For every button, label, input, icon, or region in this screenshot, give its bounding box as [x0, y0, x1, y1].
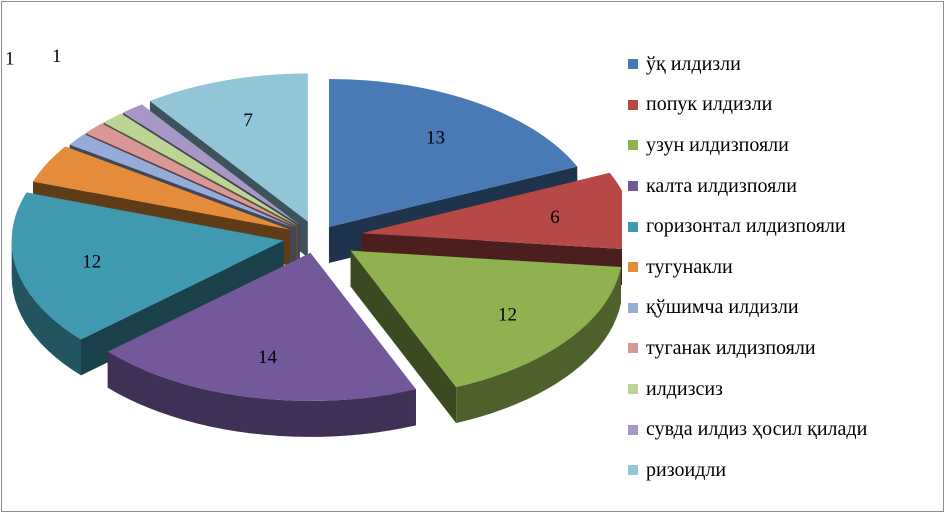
slice-7-top [69, 134, 295, 228]
legend-entry: сувда илдиз ҳосил қилади [628, 409, 946, 450]
data-label: 12 [82, 252, 101, 273]
legend-swatch [628, 343, 638, 354]
legend-swatch [628, 465, 638, 476]
slice-4-top [107, 252, 416, 401]
legend-entry: узун илдизпояли [628, 125, 946, 166]
slice-8-top [85, 123, 297, 227]
pie-chart: 136121412311117 [5, 46, 622, 437]
legend-swatch [628, 424, 638, 435]
legend-swatch [628, 262, 638, 273]
slice-4-side [107, 351, 416, 437]
legend-label: илдизсиз [646, 377, 723, 400]
slice-1-top [328, 78, 578, 227]
legend-entry: тугунакли [628, 247, 946, 288]
data-label: 1 [5, 48, 15, 69]
legend-label: ризоидли [646, 458, 727, 481]
legend-swatch [628, 140, 638, 151]
legend-swatch [628, 181, 638, 192]
slice-2-top [361, 172, 622, 249]
legend-label: попук илдизли [646, 93, 773, 116]
slice-3-top [350, 250, 621, 388]
slice-3-wall [350, 250, 457, 424]
slice-3-side [456, 267, 621, 424]
legend-label: тугунакли [646, 255, 733, 278]
legend-label: қўшимча илдизли [646, 296, 799, 319]
legend-swatch [628, 99, 638, 110]
legend-label: калта илдизпояли [646, 174, 797, 197]
slice-5-top [11, 192, 284, 340]
legend-entry: илдизсиз [628, 369, 946, 410]
slice-10-top [122, 104, 300, 225]
legend-label: сувда илдиз ҳосил қилади [646, 418, 868, 441]
legend-label: узун илдизпояли [646, 133, 789, 156]
data-label: 7 [243, 110, 253, 131]
slice-11-top [149, 73, 308, 222]
legend-entry: калта илдизпояли [628, 166, 946, 207]
slice-5-side [11, 240, 82, 376]
legend-swatch [628, 384, 638, 395]
legend-entry: ўқ илдизли [628, 44, 946, 85]
legend-swatch [628, 59, 638, 70]
slice-9-top [103, 113, 298, 226]
legend-entry: ризоидли [628, 450, 946, 491]
legend-swatch [628, 221, 638, 232]
legend-entry: қўшимча илдизли [628, 288, 946, 329]
legend-label: горизонтал илдизпояли [646, 215, 846, 238]
legend-entry: попук илдизли [628, 85, 946, 126]
data-label: 1 [52, 46, 62, 67]
slice-6-top [33, 146, 291, 230]
data-label: 6 [550, 207, 560, 228]
legend-entry: горизонтал илдизпояли [628, 206, 946, 247]
legend-label: туганак илдизпояли [646, 336, 816, 359]
legend-entry: туганак илдизпояли [628, 328, 946, 369]
legend-label: ўқ илдизли [646, 52, 741, 75]
data-label: 13 [426, 128, 445, 149]
data-label: 12 [498, 304, 517, 325]
legend-swatch [628, 302, 638, 313]
data-label: 14 [258, 347, 278, 368]
legend: ўқ илдизли попук илдизли узун илдизпояли ка… [628, 44, 946, 491]
